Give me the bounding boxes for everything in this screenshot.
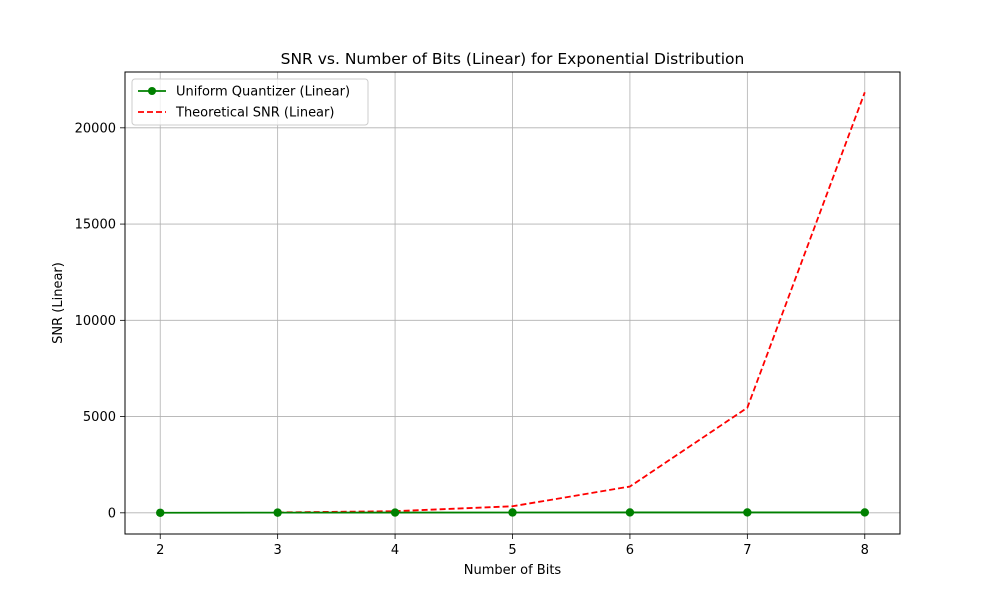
y-tick-label: 20000 [75, 121, 116, 136]
x-tick-label: 5 [508, 543, 516, 558]
x-tick-label: 4 [391, 543, 399, 558]
y-tick-label: 5000 [83, 410, 116, 425]
legend-label-theoretical-snr: Theoretical SNR (Linear) [175, 106, 334, 121]
legend-box [131, 78, 369, 126]
y-tick-label: 15000 [75, 218, 116, 233]
data-point-uniform-quantizer-linear [508, 508, 517, 517]
plot-area-frame [124, 71, 901, 535]
legend: Uniform Quantizer (Linear) Theoretical S… [131, 78, 369, 126]
series-line-theoretical-snr-linear [277, 91, 866, 514]
data-point-uniform-quantizer-linear [743, 508, 752, 517]
y-axis-label: SNR (Linear) [51, 262, 66, 344]
data-point-uniform-quantizer-linear [860, 508, 869, 517]
legend-label-uniform-quantizer: Uniform Quantizer (Linear) [176, 85, 350, 100]
data-point-uniform-quantizer-linear [625, 508, 635, 517]
x-tick-label: 7 [743, 543, 751, 558]
x-tick-label: 3 [274, 543, 282, 558]
y-tick-label: 0 [108, 506, 116, 521]
legend-marker-uniform-quantizer [148, 87, 156, 95]
data-point-uniform-quantizer-linear [390, 508, 400, 517]
x-tick-label: 8 [861, 543, 869, 558]
data-point-uniform-quantizer-linear [156, 508, 165, 517]
y-tick-label: 10000 [75, 314, 116, 329]
x-tick-label: 2 [156, 543, 164, 558]
chart-title: SNR vs. Number of Bits (Linear) for Expo… [281, 50, 745, 68]
x-axis-label: Number of Bits [464, 563, 562, 578]
series-lines [156, 91, 869, 517]
axis-ticks: 2 3 4 5 6 7 8 0 5000 10000 15000 20000 [75, 121, 869, 558]
data-point-uniform-quantizer-linear [273, 508, 282, 517]
x-tick-label: 6 [626, 543, 634, 558]
